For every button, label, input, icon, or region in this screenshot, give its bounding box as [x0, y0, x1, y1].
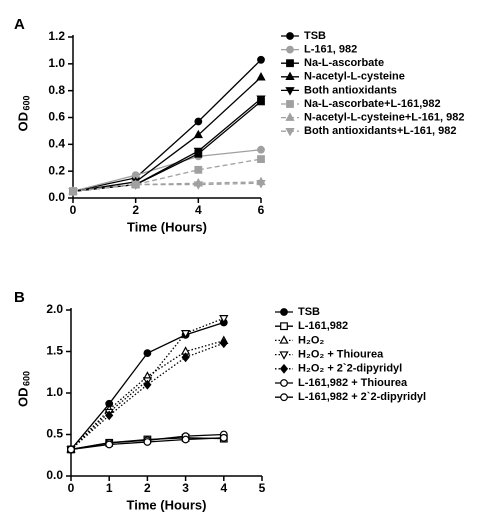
y-axis-label: OD [15, 388, 30, 408]
marker [219, 433, 228, 442]
legend-label: TSB [298, 306, 320, 318]
y-axis-label: OD [15, 112, 30, 132]
marker [257, 55, 265, 64]
marker [219, 338, 228, 349]
x-tick-label: 0 [70, 203, 77, 217]
marker [285, 127, 295, 137]
series-line [72, 149, 262, 192]
marker [256, 180, 266, 189]
marker [143, 349, 152, 358]
x-tick-label: 2 [132, 203, 139, 217]
marker [131, 181, 141, 190]
y-tick-label: 0.0 [46, 468, 63, 482]
legend-label: H₂O₂ [298, 334, 324, 346]
panel-label: B [14, 289, 25, 306]
legend-label: L-161, 982 [304, 44, 357, 56]
marker [280, 379, 288, 387]
marker [286, 100, 294, 108]
marker [143, 438, 152, 446]
marker [193, 129, 203, 139]
marker [279, 351, 289, 360]
marker [256, 72, 266, 81]
x-tick-label: 4 [220, 481, 227, 495]
marker [257, 155, 265, 163]
marker [285, 87, 295, 96]
legend-label: Na-L-ascorbate [304, 57, 384, 69]
y-tick-label: 0.2 [48, 163, 65, 177]
marker [105, 410, 114, 421]
y-tick-label: 1.0 [46, 385, 63, 399]
legend-label: L-161,982 + 2`2-dipyridyl [298, 391, 426, 403]
x-tick-label: 3 [182, 481, 189, 495]
legend-label: Both antioxidants [304, 84, 397, 96]
y-tick-label: 0.6 [48, 110, 65, 124]
marker [257, 145, 265, 154]
x-tick-label: 4 [195, 203, 202, 217]
y-tick-label: 1.0 [48, 56, 65, 70]
marker [286, 32, 294, 40]
series-line [72, 100, 262, 192]
series-line [72, 98, 262, 192]
legend-label: N-acetyl-L-cysteine+L-161, 982 [304, 112, 465, 124]
marker [193, 147, 203, 157]
marker [143, 379, 152, 390]
series-line [72, 59, 262, 192]
legend-label: L-161,982 [298, 320, 348, 332]
legend-label: H₂O₂ + Thiourea [298, 349, 384, 361]
y-tick-label: 0.0 [48, 190, 65, 204]
legend-label: L-161,982 + Thiourea [298, 377, 408, 389]
series-line [72, 76, 262, 192]
marker [280, 308, 288, 316]
marker [105, 440, 114, 449]
marker [181, 352, 190, 363]
marker [286, 59, 294, 68]
y-tick-label: 1.2 [48, 29, 65, 43]
marker [279, 363, 289, 374]
y-axis-label-sub: 600 [21, 371, 31, 386]
x-tick-label: 6 [258, 203, 265, 217]
marker [193, 181, 203, 190]
legend-label: Na-L-ascorbate+L-161,982 [304, 98, 441, 110]
marker [256, 95, 266, 104]
y-tick-label: 0.4 [48, 137, 65, 151]
legend-label: H₂O₂ + 2`2-dipyridyl [298, 363, 402, 375]
y-axis-label-sub: 600 [21, 95, 31, 110]
y-tick-label: 0.5 [46, 427, 63, 441]
legend-label: N-acetyl-L-cysteine [304, 71, 405, 83]
x-axis-label: Time (Hours) [127, 497, 207, 512]
panel-label: A [14, 16, 25, 33]
legend-label: Both antioxidants+L-161, 982 [304, 125, 457, 137]
marker [194, 117, 203, 126]
marker [67, 445, 75, 454]
marker [181, 435, 190, 444]
marker [68, 188, 78, 197]
marker [285, 112, 295, 121]
marker [285, 71, 295, 81]
marker [280, 393, 288, 402]
series-line [70, 342, 225, 450]
y-tick-label: 0.8 [48, 83, 65, 97]
y-tick-label: 1.5 [46, 344, 63, 358]
x-axis-label: Time (Hours) [127, 219, 207, 234]
marker [194, 165, 203, 174]
marker [286, 45, 294, 54]
marker [280, 322, 288, 331]
legend-label: TSB [304, 30, 326, 42]
x-tick-label: 5 [259, 481, 266, 495]
x-tick-label: 0 [68, 481, 75, 495]
marker [279, 335, 289, 344]
marker [180, 330, 191, 339]
x-tick-label: 2 [144, 481, 151, 495]
x-tick-label: 1 [106, 481, 113, 495]
y-tick-label: 2.0 [46, 302, 63, 316]
marker [219, 315, 229, 324]
